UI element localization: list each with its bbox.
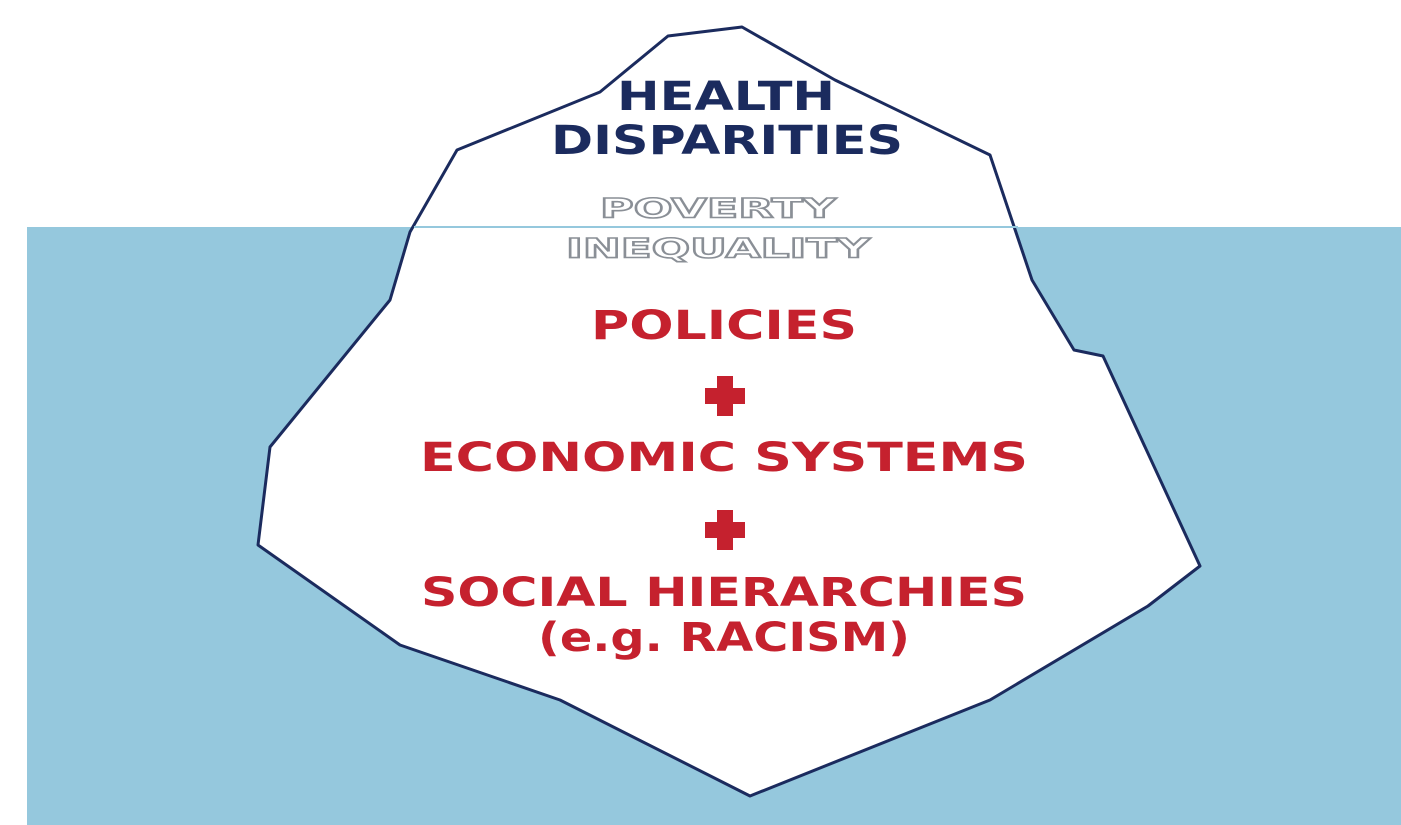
page: {"tip": {"lines": ["HEALTH", "DISPARITIE…	[0, 0, 1401, 825]
cause-line: SOCIAL HIERARCHIES	[421, 570, 1027, 616]
iceberg-diagram: HEALTH DISPARITIES POVERTY INEQUALITY PO…	[0, 0, 1401, 825]
cause-line: (e.g. RACISM)	[538, 615, 910, 661]
hidden-line: POVERTY	[600, 194, 837, 225]
cause-line: ECONOMIC SYSTEMS	[420, 435, 1028, 481]
cause-line: POLICIES	[591, 303, 857, 349]
tip-line: DISPARITIES	[551, 118, 903, 164]
tip-line: HEALTH	[617, 74, 835, 120]
hidden-line: INEQUALITY	[566, 234, 871, 265]
